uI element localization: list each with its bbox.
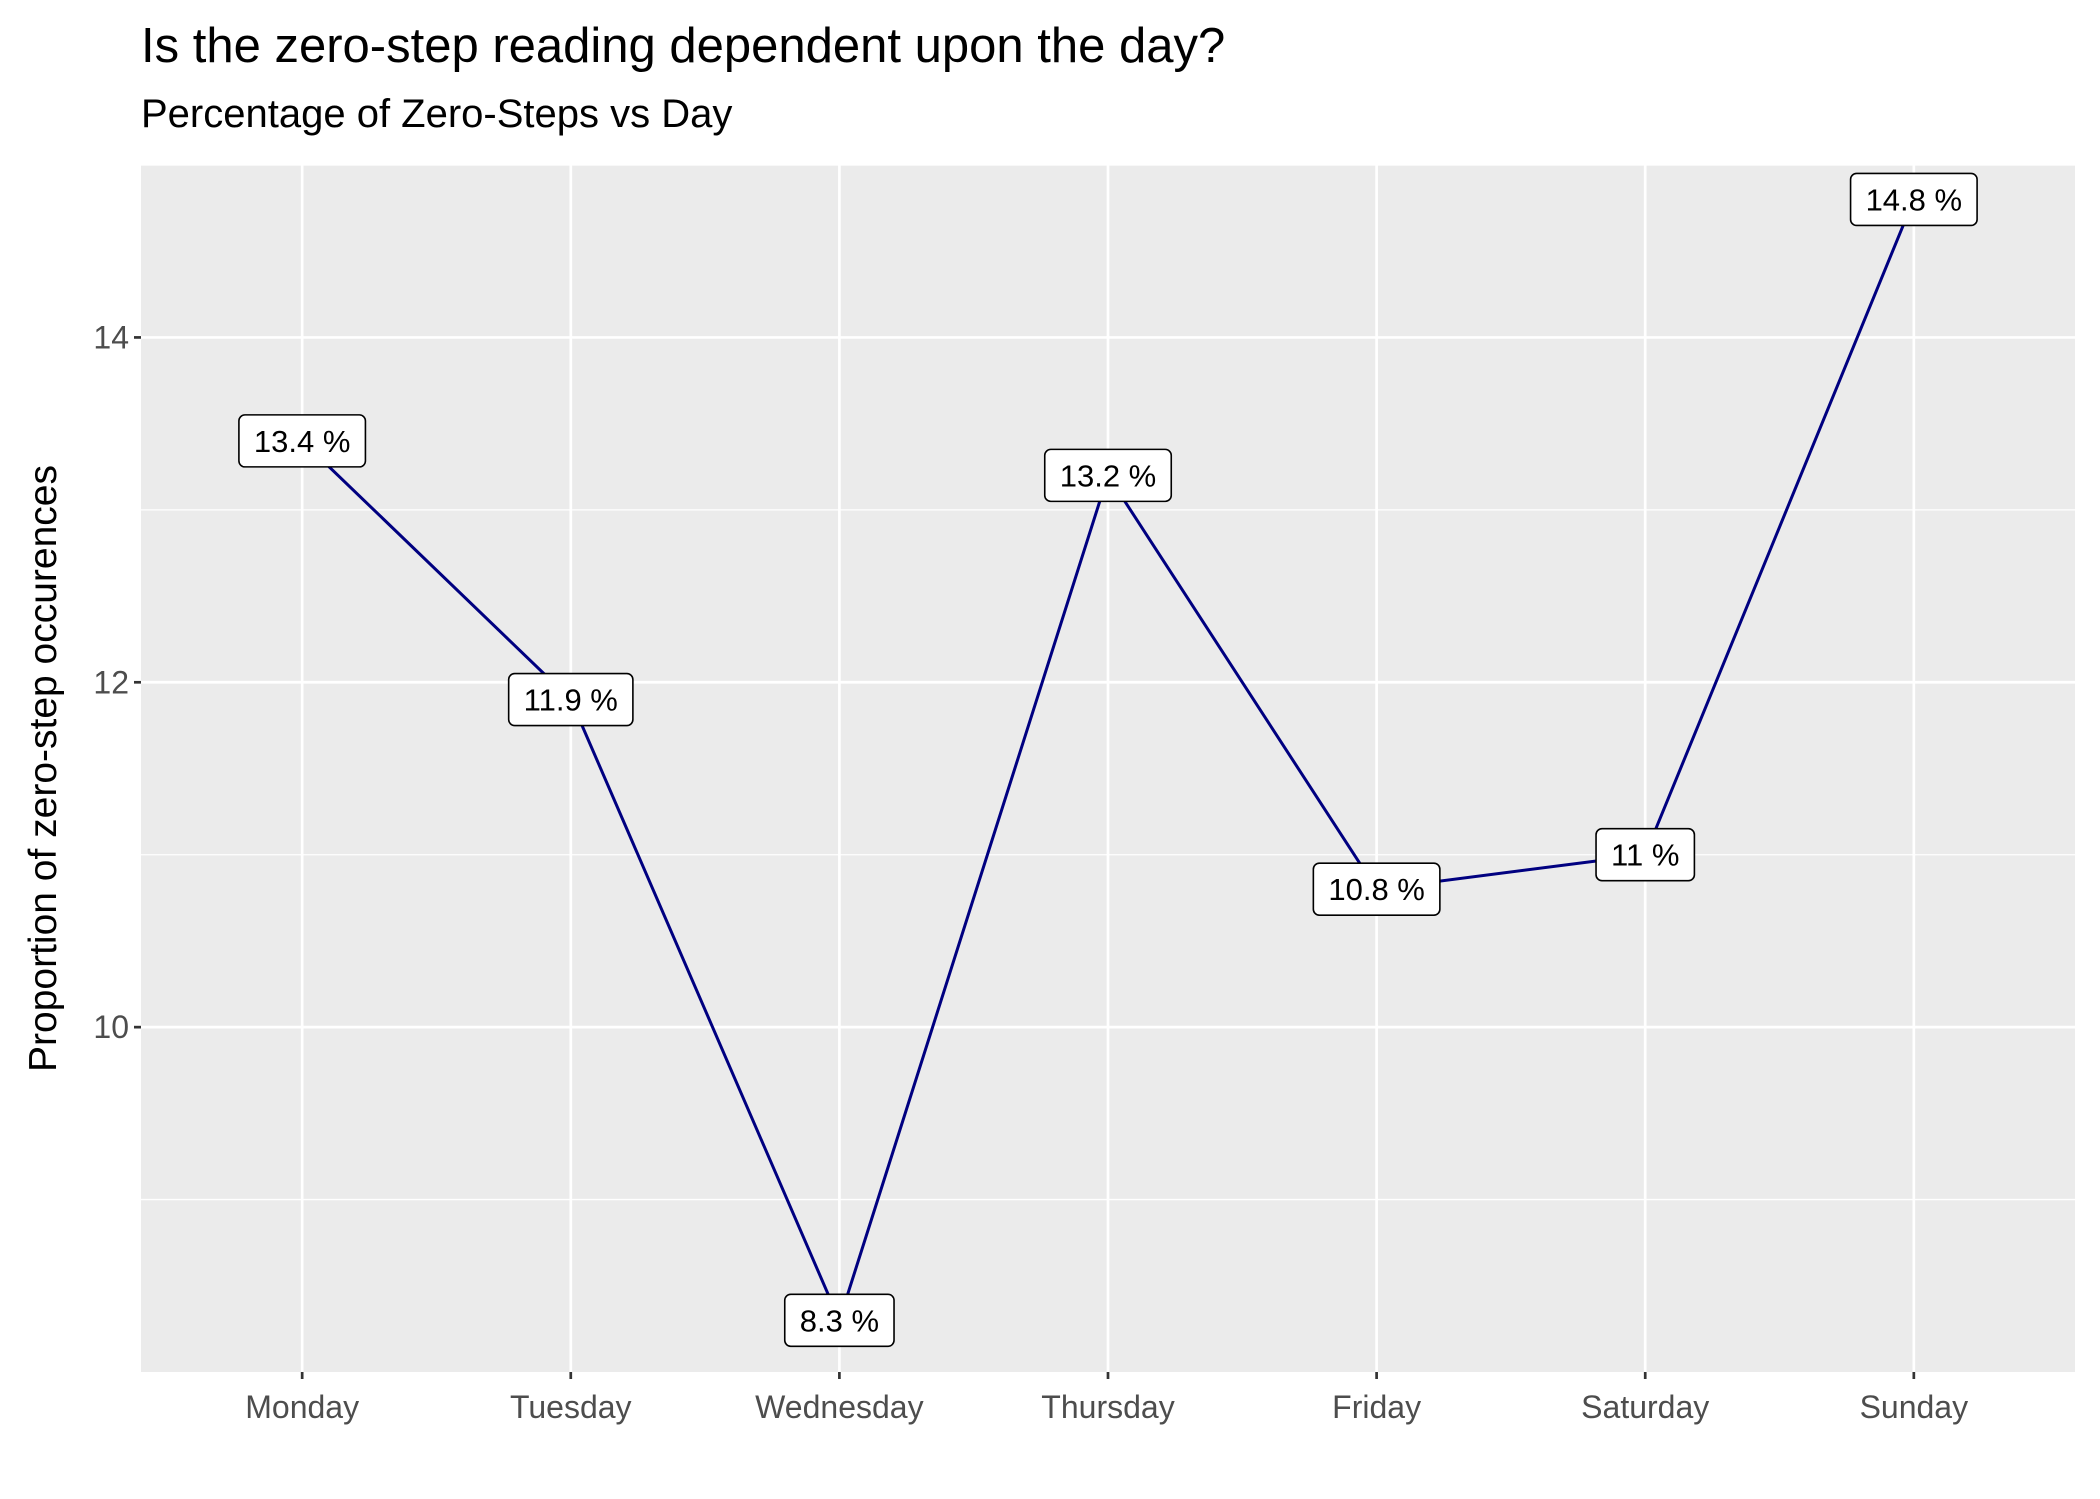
data-label-text: 11.9 % — [524, 683, 618, 718]
data-label-box — [783, 1293, 895, 1348]
data-label: 10.8 % — [1312, 862, 1441, 917]
data-label: 8.3 % — [783, 1293, 895, 1348]
x-tick-label: Thursday — [1041, 1389, 1174, 1425]
y-tick-label: 12 — [93, 664, 129, 700]
x-tick-label: Tuesday — [510, 1389, 632, 1425]
x-tick-label: Sunday — [1860, 1389, 1969, 1425]
data-label-text: 10.8 % — [1328, 872, 1425, 907]
data-label-box — [1595, 827, 1696, 882]
data-label-box — [507, 672, 634, 727]
y-tick-label: 10 — [93, 1009, 129, 1045]
data-label: 13.2 % — [1043, 448, 1173, 503]
data-label: 13.4 % — [238, 414, 367, 468]
data-label: 14.8 % — [1849, 172, 1978, 227]
data-label-box — [1312, 862, 1441, 917]
data-label-text: 8.3 % — [800, 1303, 879, 1338]
y-axis: 10 12 14 — [93, 319, 141, 1045]
data-label: 11 % — [1595, 827, 1696, 882]
data-label-text: 14.8 % — [1866, 182, 1963, 217]
data-label-text: 11 % — [1611, 838, 1679, 873]
data-label-text: 13.4 % — [254, 424, 351, 459]
data-labels: 13.4 % 11.9 % 8.3 % 13.2 % 10.8 % 11 % 14.8 % — [238, 172, 1978, 1348]
y-axis-title: Proportion of zero-step occurences — [22, 465, 65, 1072]
data-label-text: 13.2 % — [1060, 458, 1157, 493]
data-label: 11.9 % — [507, 672, 634, 727]
chart-title: Is the zero-step reading dependent upon … — [141, 19, 1226, 73]
x-tick-label: Saturday — [1581, 1389, 1709, 1425]
x-tick-label: Wednesday — [755, 1389, 923, 1425]
data-label-box — [238, 414, 367, 468]
x-tick-label: Friday — [1332, 1389, 1421, 1425]
x-tick-label: Monday — [245, 1389, 359, 1425]
data-label-box — [1849, 172, 1978, 227]
major-gridlines — [141, 165, 2075, 1372]
data-label-box — [1043, 448, 1173, 503]
chart-subtitle: Percentage of Zero-Steps vs Day — [141, 92, 733, 136]
x-axis: Monday Tuesday Wednesday Thursday Friday Satu… — [245, 1372, 1968, 1425]
y-tick-label: 14 — [93, 319, 129, 355]
